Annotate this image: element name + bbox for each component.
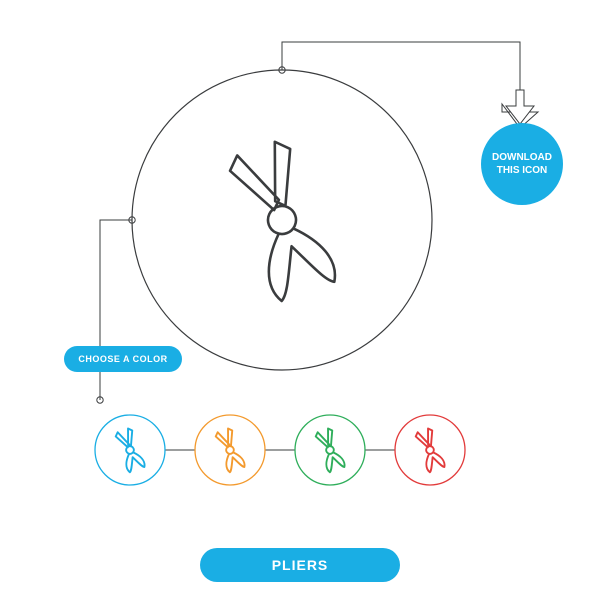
download-label-line2: THIS ICON — [497, 164, 548, 177]
icon-title-text: PLIERS — [272, 557, 329, 573]
color-swatch[interactable] — [93, 413, 167, 487]
color-swatch[interactable] — [393, 413, 467, 487]
choose-color-button[interactable]: CHOOSE A COLOR — [64, 346, 182, 372]
diagram-stage — [0, 0, 600, 600]
choose-color-label: CHOOSE A COLOR — [78, 354, 167, 364]
download-label-line1: DOWNLOAD — [492, 151, 552, 164]
download-button[interactable]: DOWNLOAD THIS ICON — [481, 123, 563, 205]
icon-title-pill: PLIERS — [200, 548, 400, 582]
color-swatch[interactable] — [193, 413, 267, 487]
color-swatch[interactable] — [293, 413, 367, 487]
